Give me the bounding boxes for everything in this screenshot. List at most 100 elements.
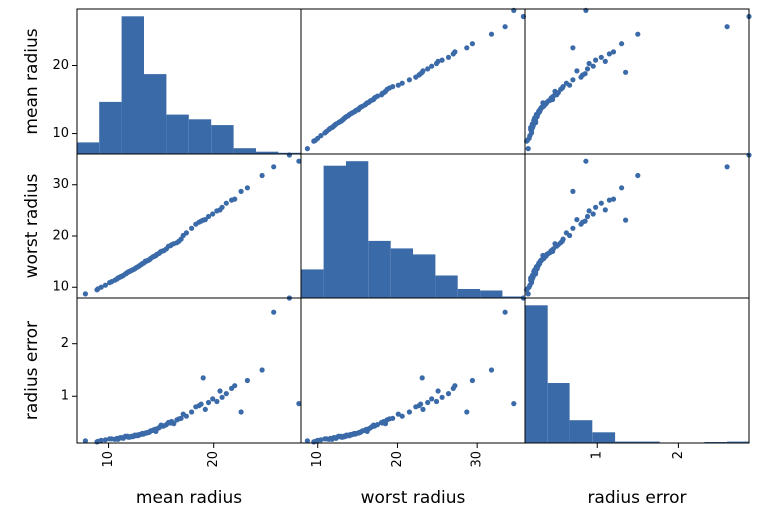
scatter-point [574, 217, 580, 223]
scatter-point [439, 394, 445, 400]
scatter-point [189, 225, 195, 231]
scatter-point [548, 95, 554, 101]
scatter-point [196, 219, 202, 225]
y-axis-label: radius error [22, 321, 42, 420]
scatter-point [352, 108, 358, 114]
hist-bar [323, 165, 346, 298]
scatter-point [420, 406, 426, 412]
scatter-point [371, 423, 377, 429]
scatter-point [425, 399, 431, 406]
scatter-point [331, 122, 338, 128]
scatter-point [189, 409, 195, 415]
y-tick-label: 10 [52, 280, 69, 295]
hist-bar [727, 441, 749, 443]
scatter-point [429, 63, 435, 69]
scatter-point [304, 438, 310, 444]
scatter-point [176, 416, 182, 422]
x-axis-label: radius error [587, 488, 686, 508]
panel-frame [76, 297, 302, 444]
scatter-point [336, 434, 342, 440]
scatter-point [259, 172, 265, 179]
scatter-point [123, 434, 129, 440]
scatter-point [244, 185, 250, 191]
scatter-point [525, 146, 531, 152]
scatter-point [223, 391, 229, 397]
hist-bar [188, 119, 212, 154]
scatter-point [205, 399, 212, 406]
hist-bar [615, 441, 637, 443]
scatter-point [567, 82, 573, 88]
scatter-point [200, 217, 206, 223]
scatter-point [538, 105, 544, 111]
scatter-point [574, 68, 580, 74]
y-tick-label: 30 [52, 177, 69, 192]
scatter-point [128, 434, 134, 440]
scatter-point [553, 90, 559, 96]
scatter-point [356, 105, 362, 111]
hist-bar [256, 151, 279, 154]
scatter-point [445, 54, 452, 60]
scatter-point [419, 69, 425, 75]
scatter-point [429, 396, 435, 402]
scatter-point [570, 188, 576, 194]
scatter-point [200, 375, 206, 381]
scatter-point [528, 130, 535, 136]
scatter-point [570, 77, 576, 83]
scatter-point [176, 238, 182, 244]
scatter-point [525, 291, 531, 297]
hist-bar [233, 148, 256, 154]
x-tick-label: 30 [470, 451, 485, 468]
scatter-point [114, 435, 120, 441]
scatter-point [567, 232, 573, 239]
panel-frame [524, 8, 750, 155]
scatter-point [583, 158, 589, 164]
scatter-point [363, 101, 369, 107]
scatter-point [118, 273, 124, 280]
scatter-point [586, 208, 592, 214]
scatter-point [214, 398, 220, 405]
scatter-point [118, 435, 124, 441]
scatter-point [271, 309, 277, 315]
scatter-point [488, 367, 495, 373]
scatter-point [450, 51, 456, 57]
y-tick-label: 2 [61, 336, 69, 351]
hist-bar [569, 420, 593, 443]
x-tick-label: 20 [206, 451, 221, 468]
scatter-point [259, 367, 265, 373]
scatter-point [416, 403, 422, 409]
scatter-point [593, 204, 599, 210]
hist-bar [435, 275, 458, 298]
hist-bar [525, 305, 548, 444]
scatter-point [219, 204, 225, 210]
scatter-point [102, 437, 108, 443]
scatter-point [602, 58, 608, 64]
scatter-point [530, 273, 536, 280]
scatter-point [534, 264, 540, 270]
y-axis-label: mean radius [22, 28, 42, 134]
scatter-point [114, 276, 120, 282]
scatter-point [445, 391, 452, 397]
scatter-point [530, 122, 536, 128]
scatter-point [635, 31, 641, 37]
x-tick-label: 10 [101, 451, 116, 468]
scatter-point [340, 116, 346, 122]
scatter-point [395, 82, 401, 88]
scatter-point [386, 85, 393, 91]
hist-bar [121, 16, 144, 155]
scatter-point [524, 286, 531, 292]
scatter-point [160, 248, 166, 254]
scatter-point [435, 58, 441, 64]
scatter-point [210, 396, 216, 402]
scatter-point [619, 41, 625, 47]
scatter-point [95, 286, 101, 292]
scatter-point [395, 411, 401, 417]
scatter-point [296, 401, 302, 407]
scatter-point [322, 130, 328, 136]
hist-bar [592, 432, 616, 443]
scatter-point [352, 431, 358, 437]
scatter-point [356, 429, 362, 436]
scatter-point [296, 158, 302, 164]
scatter-point [219, 394, 225, 400]
y-tick-label: 10 [52, 126, 69, 141]
scatter-point [205, 213, 212, 220]
